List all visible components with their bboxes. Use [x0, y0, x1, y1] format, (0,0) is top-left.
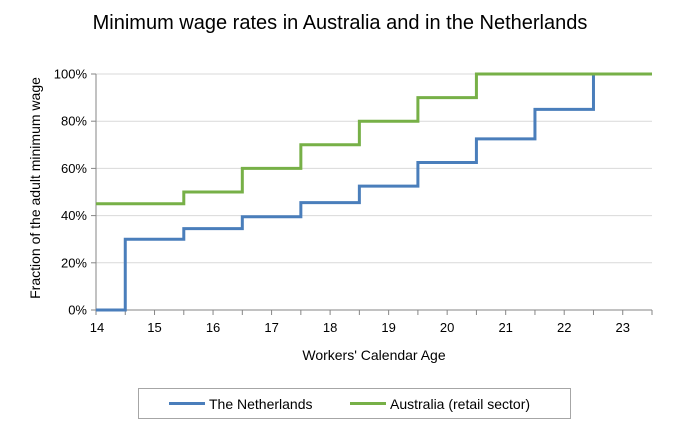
y-tick-label-0: 0%	[68, 303, 87, 318]
y-axis-label: Fraction of the adult minimum wage	[27, 77, 43, 299]
x-tick-label-19: 19	[381, 320, 395, 335]
x-tick-label-20: 20	[440, 320, 454, 335]
x-tick-label-18: 18	[323, 320, 337, 335]
legend-item-australia: Australia (retail sector)	[350, 389, 530, 418]
chart-title: Minimum wage rates in Australia and in t…	[92, 12, 588, 34]
legend-swatch-netherlands	[169, 402, 205, 405]
x-tick-label-14: 14	[90, 320, 104, 335]
x-tick-label-21: 21	[498, 320, 512, 335]
axes	[91, 73, 653, 315]
x-tick-label-16: 16	[206, 320, 220, 335]
legend-label-netherlands: The Netherlands	[209, 395, 313, 412]
x-axis-label: Workers' Calendar Age	[302, 347, 445, 363]
y-tick-label-2: 40%	[61, 208, 87, 223]
legend-swatch-australia	[350, 402, 386, 405]
x-tick-label-17: 17	[264, 320, 278, 335]
x-tick-label-22: 22	[557, 320, 571, 335]
y-tick-label-5: 100%	[54, 67, 88, 82]
series-lines	[96, 72, 652, 312]
grid-lines	[96, 73, 652, 264]
series-line-1	[96, 72, 652, 206]
x-tick-label-15: 15	[147, 320, 161, 335]
legend-item-netherlands: The Netherlands	[169, 389, 313, 418]
legend: The Netherlands Australia (retail sector…	[138, 388, 571, 419]
x-tick-label-23: 23	[616, 320, 630, 335]
y-tick-label-1: 20%	[61, 255, 87, 270]
tick-labels: 0% 20% 40% 60% 80% 100% 14 15 16 17 18 19 20 21 22 23	[54, 67, 630, 336]
y-tick-label-4: 80%	[61, 114, 87, 129]
y-tick-label-3: 60%	[61, 161, 87, 176]
series-line-0	[96, 72, 652, 312]
legend-label-australia: Australia (retail sector)	[390, 395, 531, 412]
